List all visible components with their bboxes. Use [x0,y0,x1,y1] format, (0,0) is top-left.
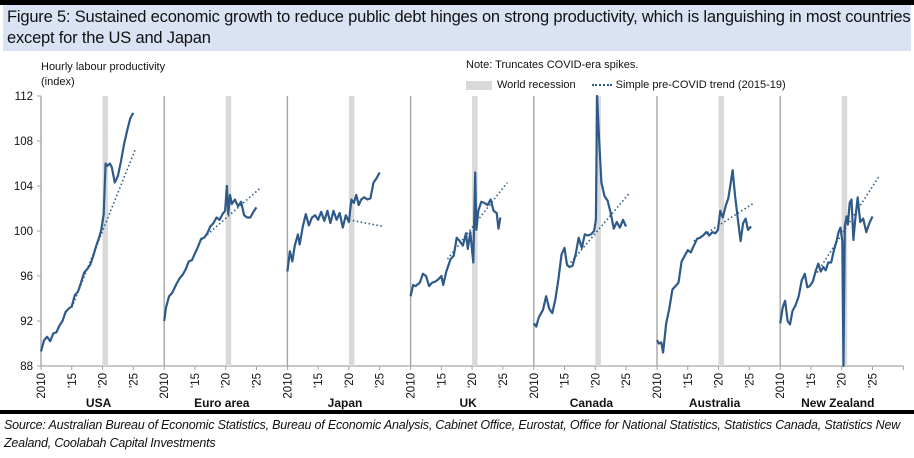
x-tick-label: '15 [560,373,572,388]
series-line [409,171,502,297]
trend-line [348,218,384,228]
x-tick-label: '20 [837,373,849,388]
x-tick-label: 2010 [529,373,541,399]
series-line [532,94,628,328]
panel-label: Canada [570,396,614,410]
chart-note: Note: Truncates COVID-era spikes. [466,59,639,71]
panel-label: Euro area [194,396,250,410]
x-tick-label: '25 [744,373,756,388]
recession-band [225,96,232,366]
series-line [779,196,874,368]
x-tick-label: 2010 [406,373,418,399]
legend-recession-label: World recession [497,79,576,91]
series-line [286,171,381,272]
x-tick-label: '25 [498,373,510,388]
x-tick-label: '15 [313,373,325,388]
recession-band [348,96,355,366]
x-tick-label: '25 [621,373,633,388]
recession-band [102,96,109,366]
y-axis-label-text: Hourly labour productivity (index) [41,61,166,88]
x-tick-label: '20 [221,373,233,388]
figure-title: Figure 5: Sustained economic growth to r… [3,5,911,51]
x-tick-label: '15 [190,373,202,388]
x-tick-label: '15 [683,373,695,388]
legend-trend-label: Simple pre-COVID trend (2015-19) [615,79,786,91]
x-tick-label: 2010 [159,373,171,399]
recession-band [718,96,725,366]
source-note: Source: Australian Bureau of Economic St… [4,418,901,450]
panel-label: New Zealand [801,396,874,410]
x-tick-label: '20 [98,373,110,388]
x-tick-label: '25 [128,373,140,388]
x-tick-label: '20 [467,373,479,388]
y-axis-label: Hourly labour productivity (index) [41,60,191,90]
y-tick-label: 88 [20,361,33,373]
y-tick-label: 96 [20,271,33,283]
x-tick-label: '20 [590,373,602,388]
y-tick-label: 108 [14,136,33,148]
bottom-rule [0,410,914,414]
series-line [656,169,752,354]
series-line [39,112,135,352]
legend-recession-swatch [466,80,492,90]
panel-label: UK [460,396,478,410]
x-tick-label: '15 [806,373,818,388]
x-tick-label: 2010 [652,373,664,399]
legend: World recession Simple pre-COVID trend (… [466,79,786,91]
panel-label: Australia [689,396,741,410]
x-tick-label: '25 [375,373,387,388]
x-tick-label: 2010 [282,373,294,399]
trend-line [570,192,631,264]
series-line [163,184,258,322]
x-tick-label: '25 [251,373,263,388]
x-tick-label: '15 [436,373,448,388]
legend-trend-swatch [591,84,612,86]
top-rule [0,0,914,5]
x-tick-label: '20 [714,373,726,388]
trend-line [200,186,262,241]
recession-band [595,96,601,366]
productivity-chart: 88 92 96 100 104 108 112 2010 '15 '20 '25 USA 2010 '1… [14,91,904,410]
x-tick-label: '20 [344,373,356,388]
panel-label: USA [86,396,112,410]
panel-label: Japan [328,396,363,410]
y-tick-label: 112 [15,91,33,103]
y-tick-label: 104 [14,181,34,193]
y-tick-label: 92 [20,316,33,328]
x-tick-label: '15 [67,373,79,388]
y-tick-label: 100 [14,226,33,238]
x-tick-label: 2010 [36,373,48,399]
x-tick-label: '25 [867,373,879,388]
x-tick-label: 2010 [775,373,787,399]
